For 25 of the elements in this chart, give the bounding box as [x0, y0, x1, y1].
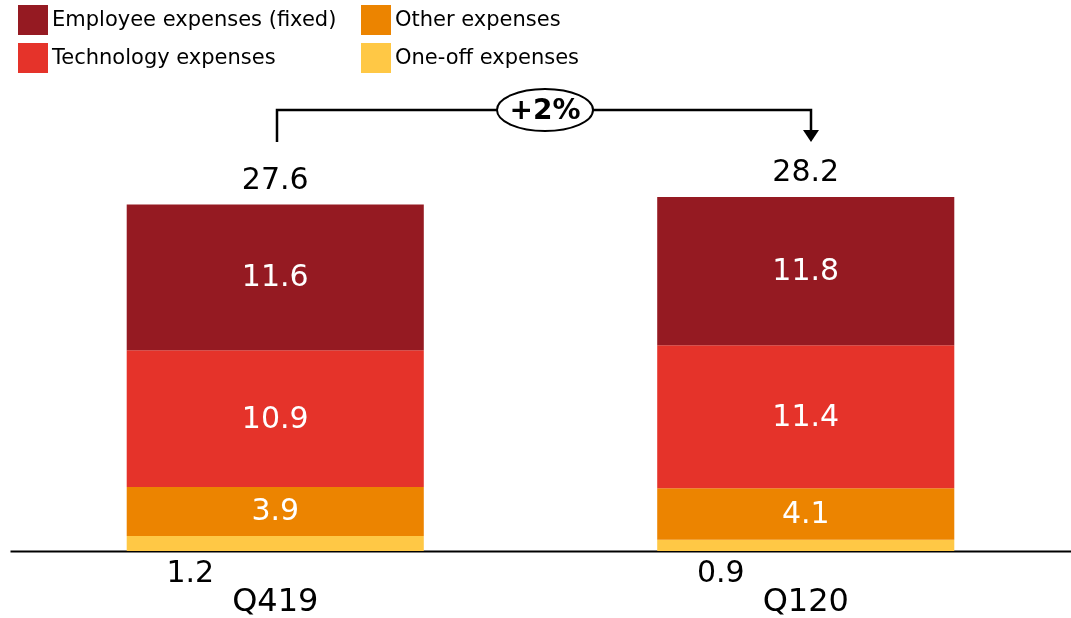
legend-label: Other expenses	[395, 7, 561, 31]
legend-label: One-off expenses	[395, 45, 580, 69]
text: +2%	[495, 89, 595, 131]
bar	[126, 204, 424, 351]
data-label: 4.1	[781, 494, 830, 530]
data-label: 10.9	[241, 399, 309, 435]
data-label: 1.2	[166, 554, 215, 589]
data-label: 0.9	[696, 554, 745, 589]
bar	[126, 486, 424, 536]
legend-label: Technology expenses	[51, 45, 276, 69]
bar	[657, 345, 955, 489]
bar	[657, 539, 955, 551]
data-label: 11.4	[772, 397, 840, 433]
bar	[126, 350, 424, 487]
x-tick-label: Q120	[762, 580, 849, 618]
bar	[657, 197, 955, 346]
data-label: 3.9	[251, 492, 300, 528]
bar	[126, 535, 424, 551]
total-label: 28.2	[772, 153, 840, 188]
x-tick-label: Q419	[232, 580, 319, 618]
data-label: 11.8	[772, 252, 840, 288]
bar	[657, 488, 955, 540]
data-label: 11.6	[241, 258, 309, 294]
total-label: 27.6	[241, 160, 309, 196]
legend-label: Employee expenses (fixed)	[52, 7, 337, 31]
